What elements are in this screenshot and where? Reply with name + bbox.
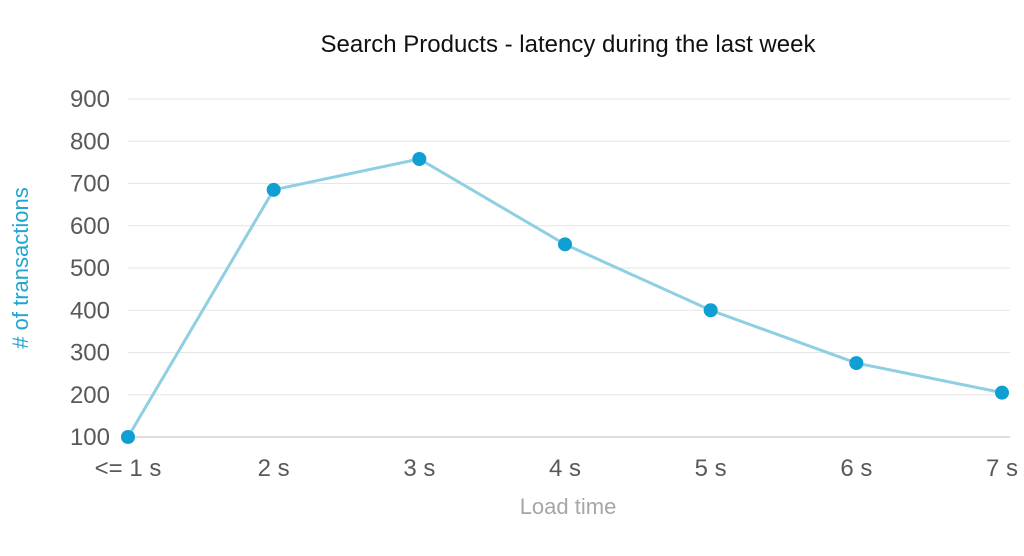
x-tick-label: 4 s bbox=[549, 455, 581, 482]
x-tick-label: 3 s bbox=[403, 455, 435, 482]
y-tick-label: 900 bbox=[70, 86, 110, 113]
y-tick-label: 100 bbox=[70, 424, 110, 451]
x-tick-label: 5 s bbox=[695, 455, 727, 482]
chart-title: Search Products - latency during the las… bbox=[321, 31, 817, 58]
x-axis-label: Load time bbox=[520, 494, 617, 519]
y-tick-label: 200 bbox=[70, 382, 110, 409]
data-point bbox=[703, 303, 718, 318]
y-axis-ticks: 100 200 300 400 500 600 700 800 900 bbox=[70, 86, 110, 451]
y-tick-label: 800 bbox=[70, 128, 110, 155]
series-group bbox=[121, 151, 1009, 444]
x-tick-label: 6 s bbox=[840, 455, 872, 482]
x-tick-label: <= 1 s bbox=[95, 455, 162, 482]
data-point bbox=[558, 237, 572, 252]
data-point bbox=[849, 356, 864, 371]
x-tick-label: 2 s bbox=[258, 455, 290, 482]
y-tick-label: 500 bbox=[70, 255, 110, 282]
y-axis-label: # of transactions bbox=[8, 187, 33, 348]
data-point bbox=[121, 430, 135, 444]
data-point bbox=[995, 385, 1009, 400]
y-tick-label: 700 bbox=[70, 171, 110, 198]
series-line bbox=[126, 157, 1003, 438]
y-tick-label: 300 bbox=[70, 340, 110, 367]
x-tick-label: 7 s bbox=[986, 455, 1018, 482]
y-tick-label: 400 bbox=[70, 297, 110, 324]
y-tick-label: 600 bbox=[70, 213, 110, 240]
data-point bbox=[412, 151, 427, 166]
x-axis-ticks: <= 1 s 2 s 3 s 4 s 5 s 6 s 7 s bbox=[95, 455, 1018, 482]
data-point bbox=[266, 182, 281, 197]
